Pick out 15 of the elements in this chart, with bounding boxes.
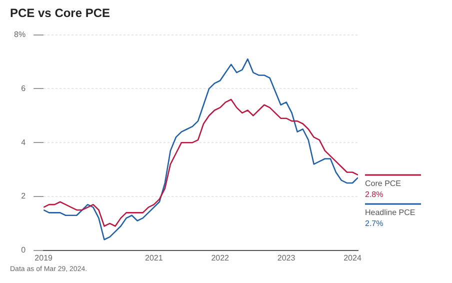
x-tick-label: 2023 — [277, 253, 296, 262]
text: 2.7% — [365, 219, 384, 228]
x-tick-label: 2022 — [211, 253, 230, 262]
x-tick-label: 2021 — [144, 253, 164, 262]
y-tick-label: 4 — [21, 138, 26, 147]
x-tick-label: 2024 — [344, 253, 362, 262]
x-tick-label: 2019 — [34, 253, 54, 262]
text: Headline PCE — [365, 208, 416, 218]
y-tick-label: 0 — [21, 246, 26, 255]
series-label: Core PCE — [365, 179, 402, 188]
y-tick-label: 8% — [14, 30, 26, 40]
y-tick-label: 2 — [21, 192, 26, 201]
y-tick-label: 6 — [21, 84, 26, 93]
chart-title: PCE vs Core PCE — [10, 6, 110, 20]
text: 2.8% — [365, 190, 384, 200]
